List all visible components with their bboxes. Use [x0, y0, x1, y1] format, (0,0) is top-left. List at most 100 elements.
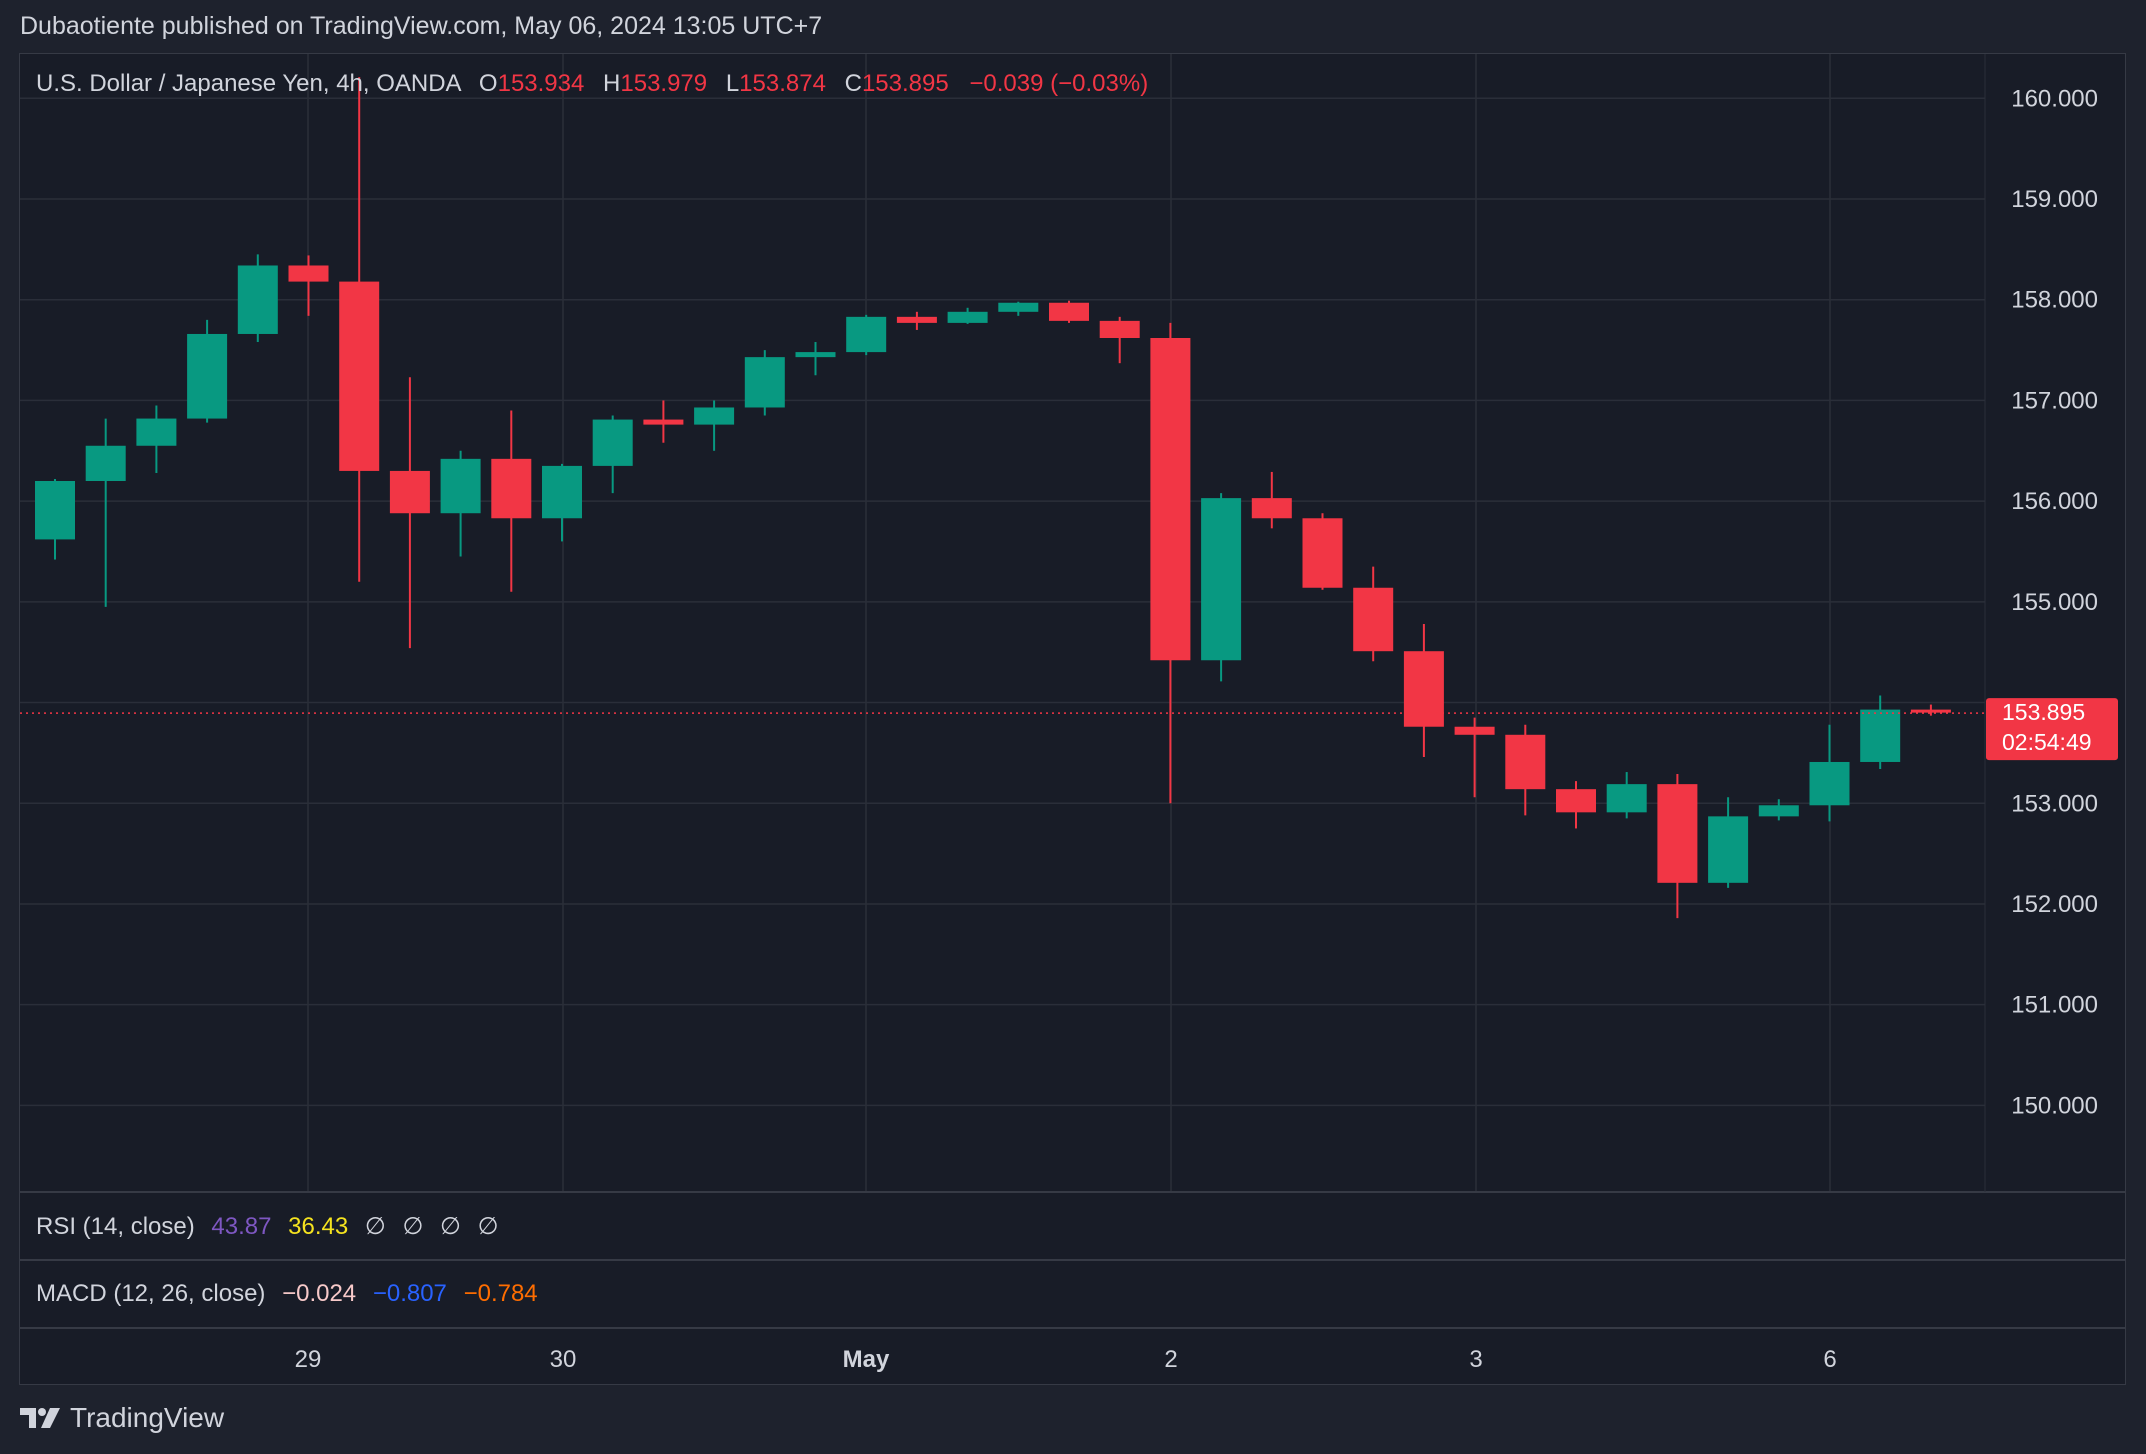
candle-body-34 — [1758, 805, 1799, 817]
rsi-na-4: ∅ — [477, 1213, 499, 1240]
rsi-value: 43.87 — [211, 1213, 272, 1240]
candle-2[interactable] — [136, 405, 177, 473]
candle-22[interactable] — [1150, 322, 1191, 804]
candle-29[interactable] — [1505, 724, 1546, 816]
candle-4[interactable] — [237, 254, 278, 343]
candle-17[interactable] — [896, 311, 937, 330]
candle-body-21 — [1099, 320, 1140, 338]
candle-body-9 — [491, 458, 532, 519]
candle-0[interactable] — [35, 478, 75, 560]
candle-body-8 — [440, 458, 481, 514]
candle-13[interactable] — [694, 400, 735, 451]
candle-34[interactable] — [1758, 799, 1799, 821]
candle-21[interactable] — [1099, 316, 1140, 364]
candle-body-16 — [846, 316, 887, 353]
candles[interactable] — [35, 77, 1951, 919]
candle-body-17 — [896, 316, 937, 323]
candle-16[interactable] — [846, 314, 887, 356]
open-value: 153.934 — [497, 70, 585, 97]
candle-26[interactable] — [1353, 566, 1394, 662]
candle-body-19 — [998, 302, 1039, 312]
candle-30[interactable] — [1556, 781, 1596, 829]
rsi-ma-value: 36.43 — [288, 1213, 349, 1240]
candle-36[interactable] — [1860, 695, 1901, 770]
candle-5[interactable] — [288, 255, 329, 316]
candle-12[interactable] — [643, 400, 684, 443]
candle-25[interactable] — [1302, 513, 1343, 590]
time-axis[interactable]: 29 30 May 2 3 6 — [295, 1346, 1837, 1373]
candle-body-1 — [85, 445, 126, 482]
candle-body-36 — [1860, 709, 1901, 762]
candle-37[interactable] — [1910, 704, 1951, 716]
grid-lines — [20, 54, 1985, 1192]
macd-label[interactable]: MACD (12, 26, close) — [36, 1280, 266, 1307]
rsi-legend[interactable]: RSI (14, close) 43.87 36.43 ∅ ∅ ∅ ∅ — [36, 1212, 509, 1241]
last-price-tag-bg — [1986, 698, 2118, 761]
rsi-na-3: ∅ — [440, 1213, 461, 1240]
candle-body-5 — [288, 265, 329, 282]
price-tick-0: 150.000 — [2011, 1092, 2098, 1119]
candle-8[interactable] — [440, 450, 481, 557]
bar-countdown: 02:54:49 — [2002, 729, 2092, 755]
candle-body-22 — [1150, 337, 1191, 661]
symbol-legend[interactable]: U.S. Dollar / Japanese Yen, 4h, OANDA O1… — [36, 70, 1148, 98]
tradingview-logo[interactable]: TradingView — [20, 1402, 224, 1434]
symbol-title[interactable]: U.S. Dollar / Japanese Yen, 4h, OANDA — [36, 70, 461, 97]
rsi-na-2: ∅ — [402, 1213, 424, 1240]
candle-body-30 — [1556, 789, 1596, 813]
chart-frame[interactable] — [19, 53, 2126, 1385]
candle-11[interactable] — [592, 415, 633, 494]
candle-7[interactable] — [389, 377, 430, 649]
price-tick-5: 156.000 — [2011, 488, 2098, 515]
candle-body-27 — [1403, 651, 1444, 727]
candle-3[interactable] — [187, 319, 228, 423]
rsi-na-1: ∅ — [364, 1213, 386, 1240]
candle-32[interactable] — [1657, 774, 1698, 919]
candle-body-4 — [237, 265, 278, 334]
candle-18[interactable] — [947, 307, 988, 324]
candle-body-18 — [947, 311, 988, 323]
candle-23[interactable] — [1201, 493, 1242, 682]
candle-10[interactable] — [542, 463, 582, 542]
price-tick-8: 159.000 — [2011, 186, 2098, 213]
high-label: H — [603, 70, 621, 97]
time-tick-5: 6 — [1823, 1346, 1836, 1373]
last-price-tag: 153.895 02:54:49 — [1986, 698, 2118, 761]
candle-body-3 — [187, 333, 228, 419]
pane-dividers — [20, 54, 2125, 1329]
last-price-value: 153.895 — [2002, 699, 2085, 725]
candle-20[interactable] — [1049, 300, 1089, 323]
candle-body-0 — [35, 481, 75, 540]
candle-24[interactable] — [1251, 471, 1292, 529]
candle-27[interactable] — [1403, 624, 1444, 757]
candle-body-28 — [1454, 726, 1495, 735]
macd-histogram-value: −0.024 — [282, 1280, 357, 1307]
candle-body-7 — [389, 470, 430, 514]
candle-body-26 — [1353, 587, 1394, 652]
price-axis[interactable]: 150.000 151.000 152.000 153.000 155.000 156.0… — [2011, 85, 2098, 1119]
rsi-label[interactable]: RSI (14, close) — [36, 1213, 195, 1240]
candle-31[interactable] — [1606, 772, 1647, 819]
candle-19[interactable] — [998, 301, 1039, 316]
candle-body-13 — [694, 407, 735, 425]
candle-body-35 — [1809, 761, 1850, 806]
candle-body-15 — [795, 352, 836, 358]
candle-1[interactable] — [85, 418, 126, 607]
candle-15[interactable] — [795, 342, 836, 376]
candle-body-29 — [1505, 734, 1546, 790]
candle-body-12 — [643, 419, 684, 425]
candle-6[interactable] — [339, 77, 380, 582]
price-tick-1: 151.000 — [2011, 992, 2098, 1019]
high-value: 153.979 — [620, 70, 708, 97]
candle-35[interactable] — [1809, 724, 1850, 822]
candle-9[interactable] — [491, 410, 532, 592]
candle-body-32 — [1657, 784, 1698, 883]
candle-33[interactable] — [1708, 797, 1749, 888]
candle-14[interactable] — [744, 350, 785, 416]
time-tick-1: 30 — [550, 1346, 577, 1373]
candle-28[interactable] — [1454, 717, 1495, 798]
time-tick-2: May — [843, 1346, 890, 1373]
macd-legend[interactable]: MACD (12, 26, close) −0.024 −0.807 −0.78… — [36, 1280, 548, 1308]
price-tick-9: 160.000 — [2011, 85, 2098, 112]
